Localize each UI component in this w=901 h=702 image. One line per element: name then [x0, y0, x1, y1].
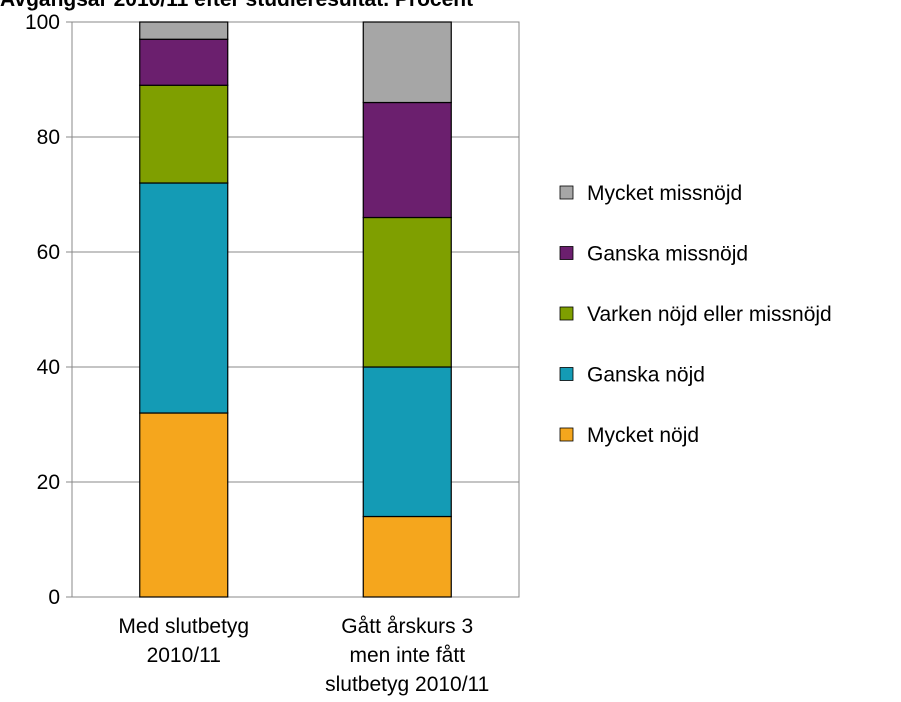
bar-segment [362, 216, 452, 368]
bar-segment [139, 84, 229, 184]
bar-segment [362, 515, 452, 598]
bar-segment [139, 412, 229, 598]
legend-swatch [559, 427, 574, 442]
legend-label: Ganska missnöjd [587, 243, 748, 266]
legend-label: Ganska nöjd [587, 364, 705, 387]
bar-segment [139, 21, 229, 40]
bar-segment [362, 21, 452, 104]
y-tick-label: 80 [37, 126, 60, 149]
bar-segment [139, 182, 229, 414]
y-tick-label: 40 [37, 356, 60, 379]
bar-segment [139, 38, 229, 86]
bar-segment [362, 101, 452, 219]
x-tick-label: Med slutbetyg 2010/11 [118, 615, 249, 667]
y-tick-label: 60 [37, 241, 60, 264]
legend-swatch [559, 306, 574, 321]
y-tick-label: 0 [48, 586, 60, 609]
chart-title: Avgångsår 2010/11 efter studieresultat. … [0, 0, 473, 11]
y-tick-label: 20 [37, 471, 60, 494]
legend-swatch [559, 185, 574, 200]
legend-label: Varken nöjd eller missnöjd [587, 303, 832, 326]
plot-frame [71, 21, 520, 598]
x-tick-label: Gått årskurs 3 men inte fått slutbetyg 201… [325, 615, 489, 696]
legend-label: Mycket missnöjd [587, 182, 742, 205]
legend-swatch [559, 246, 574, 260]
legend-swatch [559, 367, 574, 381]
bar-segment [362, 366, 452, 518]
legend-label: Mycket nöjd [587, 424, 699, 447]
y-tick-label: 100 [25, 11, 60, 34]
